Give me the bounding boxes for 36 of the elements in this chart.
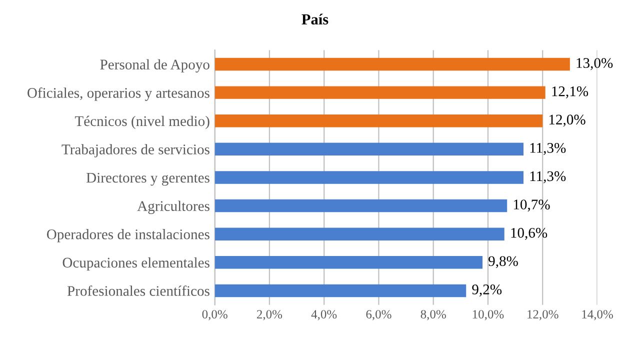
data-label: 10,6% [511, 228, 548, 240]
y-tick-label: Oficiales, operarios y artesanos [28, 87, 210, 101]
x-tick-label: 0,0% [202, 310, 228, 320]
data-label: 9,2% [472, 284, 502, 296]
x-tick-label: 8,0% [420, 310, 446, 320]
bar [214, 228, 504, 240]
x-tick-label: 4,0% [311, 310, 337, 320]
bar [214, 114, 543, 128]
bar [214, 256, 483, 269]
x-tick-label: 14,0% [582, 310, 613, 320]
x-tick-label: 2,0% [256, 310, 282, 320]
data-label: 9,8% [488, 256, 518, 268]
y-tick-label: Operadores de instalaciones [46, 229, 210, 242]
x-tick-label: 12,0% [528, 310, 558, 320]
y-tick-label: Ocupaciones elementales [62, 257, 210, 271]
bar [214, 171, 524, 184]
data-label: 12,1% [552, 86, 588, 98]
x-tick-label: 10,0% [472, 310, 504, 320]
bar [214, 284, 466, 298]
data-label: 12,0% [549, 114, 586, 127]
data-label: 11,3% [530, 171, 566, 184]
y-tick-label: Personal de Apoyo [100, 59, 210, 72]
chart-title: País [302, 14, 328, 25]
y-tick-label: Agricultores [137, 200, 210, 214]
x-tick-label: 6,0% [366, 310, 392, 320]
y-tick-label: Técnicos (nivel medio) [74, 116, 210, 130]
y-tick-label: Trabajadores de servicios [62, 144, 210, 158]
bar [214, 86, 546, 99]
y-tick-label: Profesionales científicos [67, 285, 210, 296]
y-tick-label: Directores y gerentes [86, 172, 210, 186]
bar [214, 142, 524, 156]
data-label: 10,7% [514, 200, 550, 212]
data-label: 13,0% [576, 58, 613, 70]
bar [214, 58, 570, 71]
bar [214, 199, 508, 212]
data-label: 11,3% [530, 142, 566, 155]
